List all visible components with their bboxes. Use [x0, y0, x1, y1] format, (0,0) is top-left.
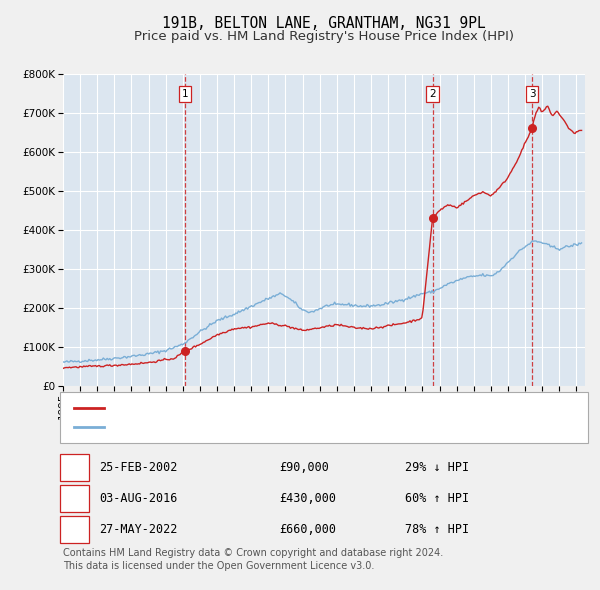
Text: HPI: Average price, detached house, South Kesteven: HPI: Average price, detached house, Sout…	[108, 421, 418, 434]
Text: 60% ↑ HPI: 60% ↑ HPI	[405, 492, 469, 505]
Text: £90,000: £90,000	[279, 461, 329, 474]
Text: 2: 2	[71, 492, 78, 505]
Text: 1: 1	[71, 461, 78, 474]
Text: Price paid vs. HM Land Registry's House Price Index (HPI): Price paid vs. HM Land Registry's House …	[134, 30, 514, 43]
Text: £660,000: £660,000	[279, 523, 336, 536]
Text: 29% ↓ HPI: 29% ↓ HPI	[405, 461, 469, 474]
Text: 191B, BELTON LANE, GRANTHAM, NG31 9PL (detached house): 191B, BELTON LANE, GRANTHAM, NG31 9PL (d…	[108, 401, 474, 414]
Text: 2: 2	[429, 89, 436, 99]
Text: 3: 3	[529, 89, 535, 99]
Text: Contains HM Land Registry data © Crown copyright and database right 2024.
This d: Contains HM Land Registry data © Crown c…	[63, 548, 443, 571]
Text: 25-FEB-2002: 25-FEB-2002	[99, 461, 178, 474]
Text: 03-AUG-2016: 03-AUG-2016	[99, 492, 178, 505]
Text: £430,000: £430,000	[279, 492, 336, 505]
Text: 3: 3	[71, 523, 78, 536]
Text: 191B, BELTON LANE, GRANTHAM, NG31 9PL: 191B, BELTON LANE, GRANTHAM, NG31 9PL	[162, 16, 486, 31]
Text: 27-MAY-2022: 27-MAY-2022	[99, 523, 178, 536]
Text: 78% ↑ HPI: 78% ↑ HPI	[405, 523, 469, 536]
Text: 1: 1	[182, 89, 188, 99]
